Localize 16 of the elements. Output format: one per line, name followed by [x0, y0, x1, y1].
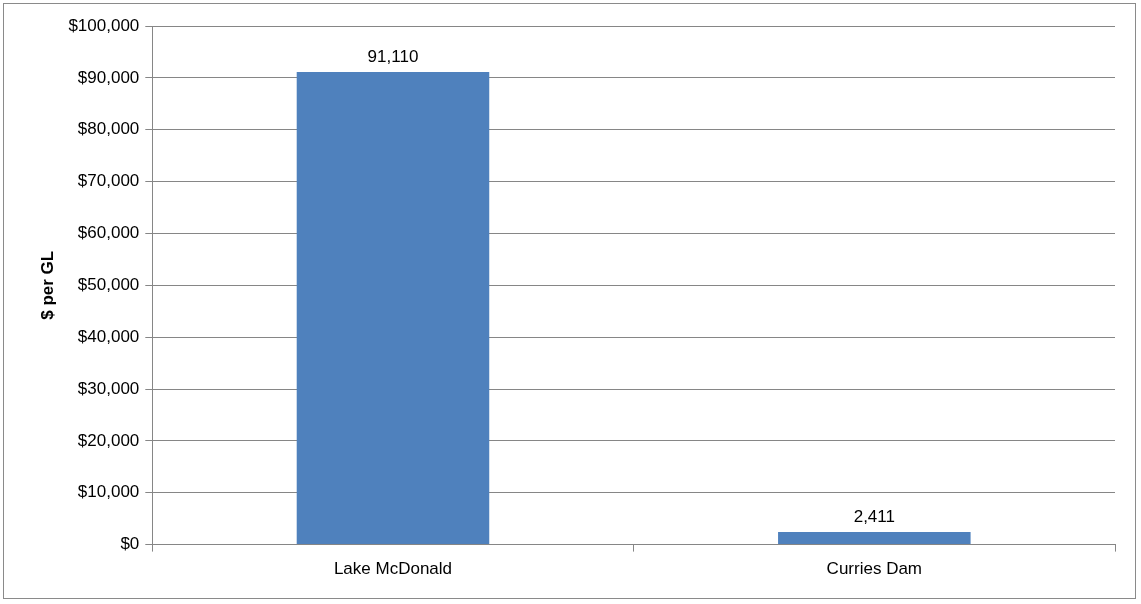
- y-tick-label: $10,000: [77, 482, 140, 502]
- y-tick-label: $30,000: [77, 378, 140, 398]
- x-tick-label: Lake McDonald: [333, 559, 453, 579]
- y-tick-label: $70,000: [77, 171, 140, 191]
- y-tick-label: $40,000: [77, 326, 140, 346]
- y-tick-label: $60,000: [77, 223, 140, 243]
- y-tick-label: $20,000: [77, 430, 140, 450]
- y-axis-title: $ per GL: [37, 250, 57, 320]
- y-tick-label: $80,000: [77, 119, 140, 139]
- y-tick-label: $0: [120, 534, 140, 554]
- y-tick-label: $100,000: [68, 15, 140, 35]
- y-tick-label: $50,000: [77, 274, 140, 294]
- data-label: 91,110: [367, 47, 419, 67]
- data-label: 2,411: [853, 507, 895, 527]
- y-tick-label: $90,000: [77, 67, 140, 87]
- x-tick-label: Curries Dam: [826, 559, 923, 579]
